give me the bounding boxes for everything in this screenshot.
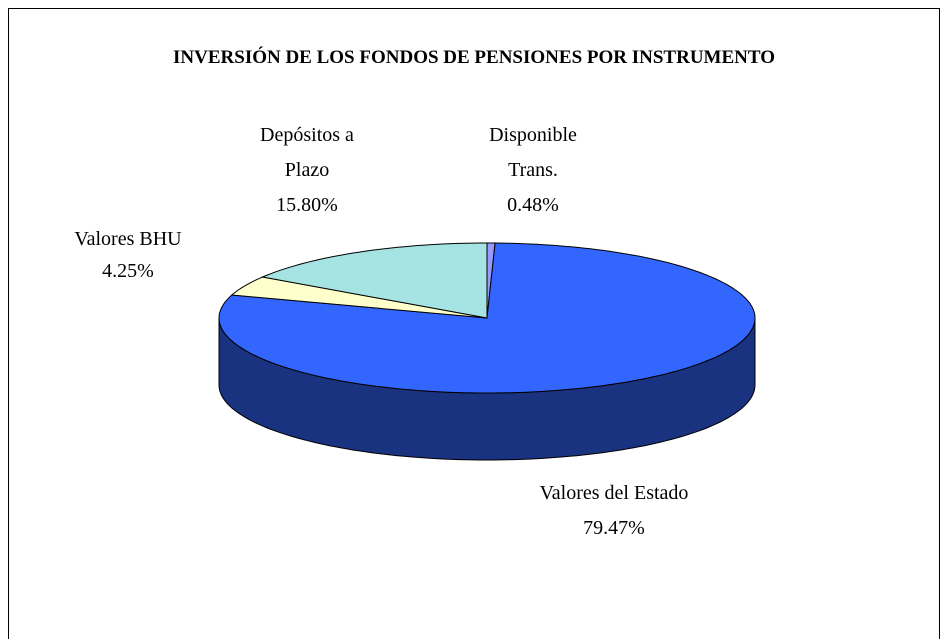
slice-name: Disponible Trans. bbox=[489, 124, 577, 181]
slice-name: Valores del Estado bbox=[539, 482, 689, 504]
slice-name: Valores BHU bbox=[74, 228, 182, 250]
slice-label: Valores BHU 4.25% bbox=[43, 223, 213, 287]
slice-value: 4.25% bbox=[102, 260, 154, 282]
slice-value: 15.80% bbox=[276, 194, 338, 216]
slice-value: 79.47% bbox=[583, 517, 645, 539]
chart-title: INVERSIÓN DE LOS FONDOS DE PENSIONES POR… bbox=[173, 47, 775, 68]
slice bbox=[260, 242, 488, 319]
slice bbox=[230, 276, 488, 319]
chart-border bbox=[8, 8, 940, 639]
slice-value: 0.48% bbox=[507, 194, 559, 216]
slice-label: Valores del Estado 79.47% bbox=[539, 476, 689, 546]
slice-label: Depósitos a Plazo 15.80% bbox=[237, 118, 377, 223]
slice-label: Disponible Trans. 0.48% bbox=[473, 118, 593, 223]
slice-name: Depósitos a Plazo bbox=[260, 124, 354, 181]
